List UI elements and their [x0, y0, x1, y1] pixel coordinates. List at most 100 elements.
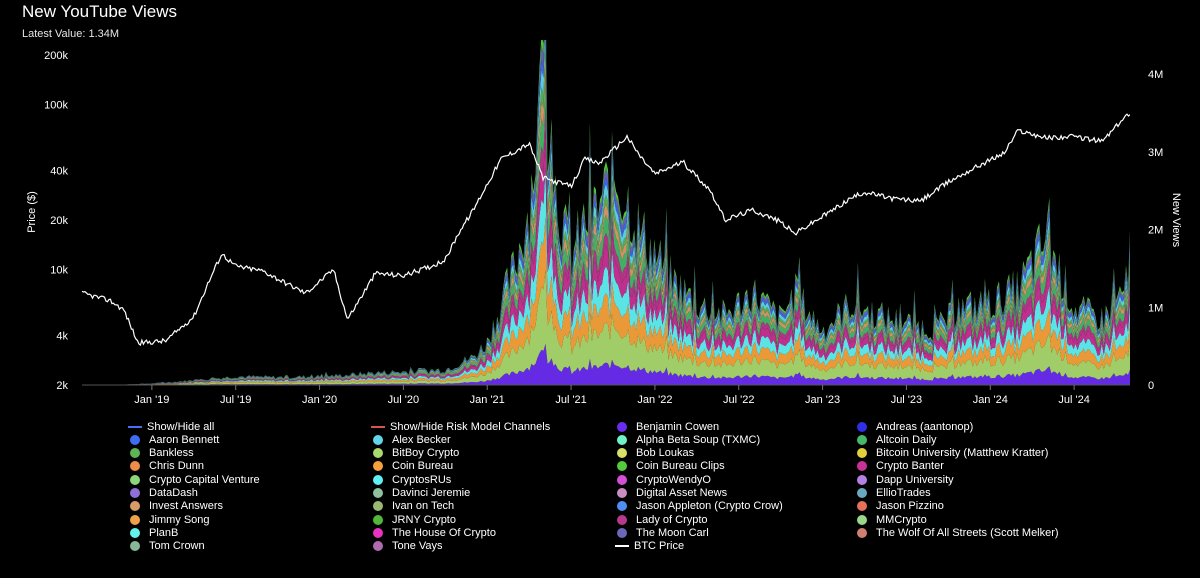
- legend-swatch: [617, 421, 627, 432]
- legend-item-the-wolf-of-all-streets-scott-melker[interactable]: The Wolf Of All Streets (Scott Melker): [857, 526, 1059, 539]
- legend-item-digital-asset-news[interactable]: Digital Asset News: [617, 487, 727, 500]
- legend-item-alpha-beta-soup-txmc[interactable]: Alpha Beta Soup (TXMC): [617, 433, 760, 446]
- legend-item-elliotrades[interactable]: EllioTrades: [857, 487, 931, 500]
- legend-item-btc-price[interactable]: BTC Price: [615, 540, 684, 553]
- legend-swatch: [857, 514, 867, 525]
- legend-label: Ivan on Tech: [392, 500, 455, 513]
- right-axis-ticks: 0 1M 2M 3M 4M: [1148, 69, 1163, 392]
- legend-swatch: [617, 514, 627, 525]
- legend-swatch: [130, 474, 140, 485]
- right-tick-label: 1M: [1148, 302, 1163, 314]
- legend-swatch: [617, 488, 627, 498]
- legend-item-bitboy-crypto[interactable]: BitBoy Crypto: [373, 447, 459, 460]
- legend-item-tone-vays[interactable]: Tone Vays: [373, 540, 443, 553]
- legend-swatch: [130, 461, 140, 472]
- legend-label: Bob Loukas: [636, 447, 695, 460]
- legend-label: DataDash: [149, 487, 198, 499]
- legend-label: Benjamin Cowen: [636, 420, 720, 433]
- legend-item-benjamin-cowen[interactable]: Benjamin Cowen: [617, 420, 719, 433]
- legend-item-the-moon-carl[interactable]: The Moon Carl: [617, 526, 709, 539]
- area-series-cryptosrus: [82, 167, 1130, 385]
- legend-label: Crypto Capital Venture: [149, 473, 260, 486]
- legend-label: Jimmy Song: [149, 513, 210, 526]
- legend-label: Crypto Banter: [876, 460, 944, 473]
- legend-label: Bitcoin University (Matthew Kratter): [876, 447, 1049, 460]
- legend-label: MMCrypto: [876, 513, 927, 526]
- legend-swatch: [857, 448, 867, 459]
- legend-item-andreas-aantonop[interactable]: Andreas (aantonop): [857, 420, 973, 433]
- legend-label: CryptoWendyO: [636, 473, 711, 486]
- legend-swatch: [617, 461, 627, 472]
- chart-legend: Show/Hide all Show/Hide Risk Model Channe…: [128, 420, 1190, 570]
- legend-item-chris-dunn[interactable]: Chris Dunn: [130, 460, 204, 473]
- legend-item-jason-appleton-crypto-crow[interactable]: Jason Appleton (Crypto Crow): [617, 500, 783, 513]
- legend-item-lady-of-crypto[interactable]: Lady of Crypto: [617, 513, 708, 526]
- area-series-lady-of-crypto: [82, 105, 1130, 385]
- legend-label: PlanB: [149, 526, 179, 539]
- legend-swatch: [617, 448, 627, 459]
- legend-swatch: [130, 514, 140, 525]
- legend-item-alex-becker[interactable]: Alex Becker: [373, 433, 451, 446]
- legend-item-altcoin-daily[interactable]: Altcoin Daily: [857, 433, 937, 446]
- legend-item-ivan-on-tech[interactable]: Ivan on Tech: [373, 500, 454, 513]
- legend-swatch: [373, 488, 383, 498]
- legend-item-planb[interactable]: PlanB: [130, 526, 178, 539]
- legend-item-bob-loukas[interactable]: Bob Loukas: [617, 447, 694, 460]
- x-tick-label: Jul '21: [555, 394, 586, 406]
- legend-item-cryptosrus[interactable]: CryptosRUs: [373, 473, 451, 486]
- legend-swatch: [857, 527, 867, 538]
- legend-item-coin-bureau-clips[interactable]: Coin Bureau Clips: [617, 460, 725, 473]
- legend-label: Invest Answers: [149, 500, 223, 513]
- x-tick-label: Jul '20: [388, 394, 419, 406]
- legend-label: Chris Dunn: [149, 460, 205, 473]
- legend-swatch: [617, 434, 627, 445]
- legend-item-jason-pizzino[interactable]: Jason Pizzino: [857, 500, 944, 513]
- legend-swatch: [857, 501, 867, 512]
- legend-item-jimmy-song[interactable]: Jimmy Song: [130, 513, 210, 526]
- legend-item-tom-crown[interactable]: Tom Crown: [130, 540, 205, 553]
- legend-item-jrny-crypto[interactable]: JRNY Crypto: [373, 513, 456, 526]
- legend-label: Coin Bureau Clips: [636, 460, 725, 473]
- legend-label: Tone Vays: [392, 540, 443, 553]
- legend-swatch: [617, 474, 627, 485]
- legend-item-mmcrypto[interactable]: MMCrypto: [857, 513, 927, 526]
- legend-item-show-hide-all[interactable]: Show/Hide all: [128, 420, 214, 433]
- legend-item-cryptowendyo[interactable]: CryptoWendyO: [617, 473, 711, 486]
- x-tick-label: Jul '24: [1058, 394, 1089, 406]
- legend-swatch: [373, 474, 383, 485]
- btc-price-line-group: [82, 113, 1130, 347]
- legend-label: Alpha Beta Soup (TXMC): [636, 433, 761, 446]
- x-tick-label: Jul '19: [220, 394, 251, 406]
- legend-item-dapp-university[interactable]: Dapp University: [857, 473, 954, 486]
- latest-value-label: Latest Value:: [22, 28, 86, 40]
- legend-label: BitBoy Crypto: [392, 447, 460, 460]
- legend-item-crypto-capital-venture[interactable]: Crypto Capital Venture: [130, 473, 260, 486]
- latest-value: 1.34M: [88, 28, 120, 40]
- legend-item-the-house-of-crypto[interactable]: The House Of Crypto: [373, 526, 496, 539]
- legend-label: Aaron Bennett: [149, 433, 220, 446]
- legend-item-davinci-jeremie[interactable]: Davinci Jeremie: [373, 487, 470, 500]
- left-tick-label: 2k: [56, 380, 68, 392]
- legend-label: Tom Crown: [149, 540, 205, 553]
- left-tick-label: 100k: [44, 100, 68, 112]
- right-tick-label: 0: [1148, 380, 1154, 392]
- legend-item-invest-answers[interactable]: Invest Answers: [130, 500, 223, 513]
- legend-item-show-hide-risk-model-channels[interactable]: Show/Hide Risk Model Channels: [371, 420, 550, 433]
- legend-item-aaron-bennett[interactable]: Aaron Bennett: [130, 433, 219, 446]
- legend-item-bankless[interactable]: Bankless: [130, 447, 194, 460]
- legend-item-bitcoin-university-matthew-kratter[interactable]: Bitcoin University (Matthew Kratter): [857, 447, 1048, 460]
- x-tick-label: Jul '22: [723, 394, 754, 406]
- legend-item-crypto-banter[interactable]: Crypto Banter: [857, 460, 944, 473]
- series-area-group: [82, 40, 1130, 385]
- legend-item-coin-bureau[interactable]: Coin Bureau: [373, 460, 453, 473]
- legend-swatch: [857, 434, 867, 445]
- left-axis-title: Price ($): [26, 191, 38, 233]
- legend-label: Andreas (aantonop): [876, 420, 974, 433]
- legend-item-datadash[interactable]: DataDash: [130, 487, 198, 500]
- right-tick-label: 2M: [1148, 225, 1163, 237]
- legend-swatch: [617, 527, 627, 538]
- left-tick-label: 10k: [50, 265, 68, 277]
- x-tick-label: Jan '24: [973, 394, 1008, 406]
- x-tick-label: Jan '23: [805, 394, 840, 406]
